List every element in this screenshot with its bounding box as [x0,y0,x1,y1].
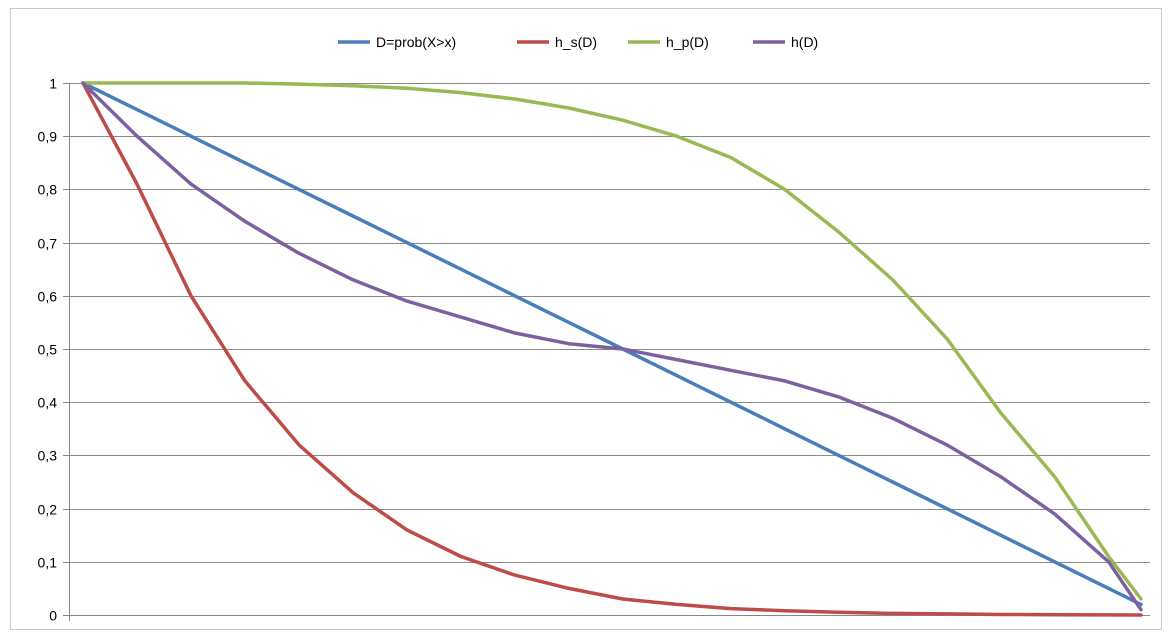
y-tick-label-0: 0 [49,608,57,624]
y-tick-label-2: 0,2 [38,502,58,518]
legend-label-2: h_p(D) [666,34,709,50]
legend-label-1: h_s(D) [555,34,597,50]
y-tick-label-5: 0,5 [38,342,58,358]
series-line-1 [81,81,1143,617]
y-tick-label-7: 0,7 [38,236,58,252]
y-tick-label-6: 0,6 [38,289,58,305]
gridlines [69,83,1150,616]
legend: D=prob(X>x) h_s(D) h_p(D) h(D) [338,34,818,50]
legend-label-3: h(D) [791,34,818,50]
y-tick-label-4: 0,4 [38,395,58,411]
series-line-2 [81,81,1143,601]
y-tick-label-10: 1 [49,76,57,92]
y-tick-label-1: 0,1 [38,555,58,571]
series-line-3 [81,81,1143,612]
series-lines [81,81,1143,617]
legend-label-0: D=prob(X>x) [376,34,456,50]
y-tick-label-3: 0,3 [38,448,58,464]
y-tick-label-9: 0,9 [38,129,58,145]
series-line-0 [81,81,1143,607]
y-tick-label-8: 0,8 [38,182,58,198]
y-axis: 0 0,1 0,2 0,3 0,4 0,5 0,6 0,7 0,8 0,9 1 [38,76,70,624]
